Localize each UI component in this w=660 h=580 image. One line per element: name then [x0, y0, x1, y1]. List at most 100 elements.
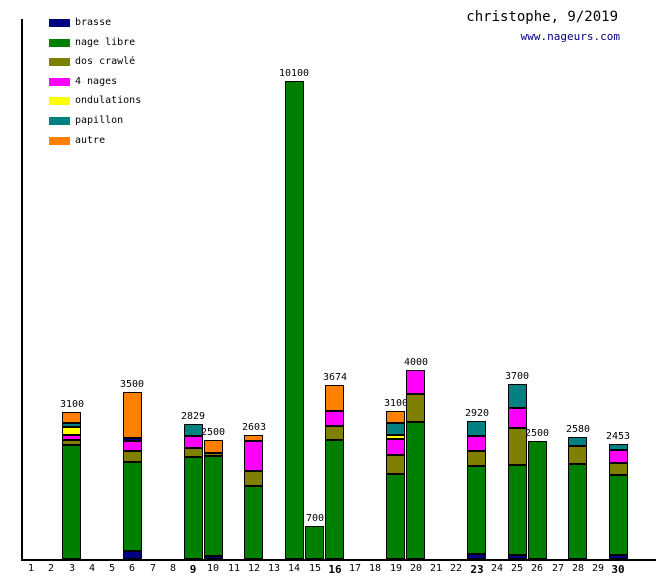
bar-segment-4-nages — [406, 370, 425, 394]
bar-segment-brasse — [609, 555, 628, 559]
bar-segment-dos-crawle — [568, 446, 587, 464]
bar-segment-dos-crawle — [62, 440, 81, 445]
bar-day-28 — [568, 437, 587, 559]
legend-label-dos-crawle: dos crawlé — [75, 56, 136, 68]
x-tick-10: 10 — [206, 563, 220, 574]
x-tick-24: 24 — [490, 563, 504, 574]
x-tick-18: 18 — [368, 563, 382, 574]
bar-segment-papillon — [508, 384, 527, 408]
bar-segment-dos-crawle — [386, 455, 405, 474]
site-link[interactable]: www.nageurs.com — [520, 30, 620, 43]
bar-segment-nage-libre — [568, 464, 587, 559]
bar-segment-brasse — [123, 438, 142, 441]
bar-segment-brasse — [467, 554, 486, 559]
bar-value-label-day-15: 700 — [305, 513, 325, 524]
bar-value-label-day-12: 2603 — [241, 422, 267, 433]
bar-value-label-day-9: 2829 — [180, 411, 206, 422]
bar-segment-papillon — [609, 444, 628, 450]
legend-swatch-4-nages — [49, 77, 70, 86]
bar-value-label-day-20: 4000 — [403, 357, 429, 368]
bar-day-3 — [62, 412, 81, 559]
bar-value-label-day-10: 2500 — [200, 427, 226, 438]
bar-segment-dos-crawle — [467, 451, 486, 466]
bar-value-label-day-26: 2500 — [524, 428, 550, 439]
x-tick-20: 20 — [409, 563, 423, 574]
x-tick-5: 5 — [108, 563, 116, 574]
x-tick-15: 15 — [308, 563, 322, 574]
bar-segment-autre — [325, 385, 344, 411]
bar-day-12 — [244, 435, 263, 559]
bar-day-6 — [123, 392, 142, 559]
bar-day-15 — [305, 526, 324, 559]
legend-label-brasse: brasse — [75, 17, 112, 28]
y-axis-line — [21, 19, 23, 561]
bar-segment-autre — [123, 392, 142, 438]
x-tick-22: 22 — [449, 563, 463, 574]
x-tick-30: 30 — [611, 563, 625, 576]
x-tick-21: 21 — [429, 563, 443, 574]
bar-segment-nage-libre — [123, 462, 142, 551]
bar-segment-brasse — [508, 555, 527, 559]
x-tick-25: 25 — [510, 563, 524, 574]
x-tick-23: 23 — [470, 563, 484, 576]
bar-value-label-day-6: 3500 — [119, 379, 145, 390]
legend-label-nage-libre: nage libre — [75, 36, 136, 48]
bar-segment-nage-libre — [305, 526, 324, 559]
bar-segment-autre — [386, 411, 405, 423]
legend-swatch-dos-crawle — [49, 58, 70, 67]
bar-segment-4-nages — [244, 441, 263, 471]
x-tick-11: 11 — [227, 563, 241, 574]
bar-segment-4-nages — [123, 441, 142, 451]
legend-label-ondulations: ondulations — [75, 95, 142, 107]
bar-value-label-day-3: 3100 — [59, 399, 85, 410]
bar-segment-dos-crawle — [184, 448, 203, 457]
bar-segment-nage-libre — [508, 465, 527, 555]
x-tick-28: 28 — [571, 563, 585, 574]
bar-segment-papillon — [62, 423, 81, 427]
x-axis-line — [21, 559, 656, 561]
bar-segment-nage-libre — [528, 441, 547, 559]
bar-segment-papillon — [184, 424, 203, 436]
bar-segment-ondulations — [386, 435, 405, 439]
bar-segment-nage-libre — [325, 440, 344, 559]
bar-value-label-day-16: 3674 — [322, 372, 348, 383]
bar-segment-nage-libre — [184, 457, 203, 559]
legend-label-papillon: papillon — [75, 115, 124, 126]
bar-segment-4-nages — [184, 436, 203, 448]
bar-value-label-day-19: 3100 — [383, 398, 409, 409]
legend-label-autre: autre — [75, 134, 106, 146]
bar-segment-dos-crawle — [123, 451, 142, 462]
bar-value-label-day-28: 2580 — [565, 424, 591, 435]
bar-segment-autre — [244, 435, 263, 441]
bar-segment-dos-crawle — [244, 471, 263, 486]
bar-segment-dos-crawle — [204, 453, 223, 456]
x-tick-7: 7 — [149, 563, 157, 574]
bar-segment-dos-crawle — [325, 426, 344, 440]
x-tick-6: 6 — [128, 563, 136, 574]
bar-segment-dos-crawle — [406, 394, 425, 422]
bar-value-label-day-14: 10100 — [278, 68, 310, 79]
bar-segment-nage-libre — [609, 475, 628, 555]
bar-day-26 — [528, 441, 547, 559]
legend-swatch-brasse — [49, 19, 70, 27]
x-tick-16: 16 — [328, 563, 342, 576]
bar-segment-autre — [204, 440, 223, 453]
legend-swatch-papillon — [49, 117, 70, 125]
bar-segment-nage-libre — [467, 466, 486, 554]
bar-segment-4-nages — [325, 411, 344, 426]
bar-day-9 — [184, 424, 203, 559]
x-tick-9: 9 — [189, 563, 197, 576]
bar-segment-nage-libre — [244, 486, 263, 559]
bar-day-19 — [386, 411, 405, 559]
bar-day-23 — [467, 421, 486, 559]
bar-day-30 — [609, 444, 628, 559]
x-tick-27: 27 — [551, 563, 565, 574]
bar-day-25 — [508, 384, 527, 559]
bar-segment-4-nages — [508, 408, 527, 428]
x-tick-29: 29 — [591, 563, 605, 574]
x-tick-14: 14 — [287, 563, 301, 574]
bar-segment-nage-libre — [285, 81, 304, 559]
bar-segment-nage-libre — [204, 456, 223, 556]
bar-day-16 — [325, 385, 344, 559]
